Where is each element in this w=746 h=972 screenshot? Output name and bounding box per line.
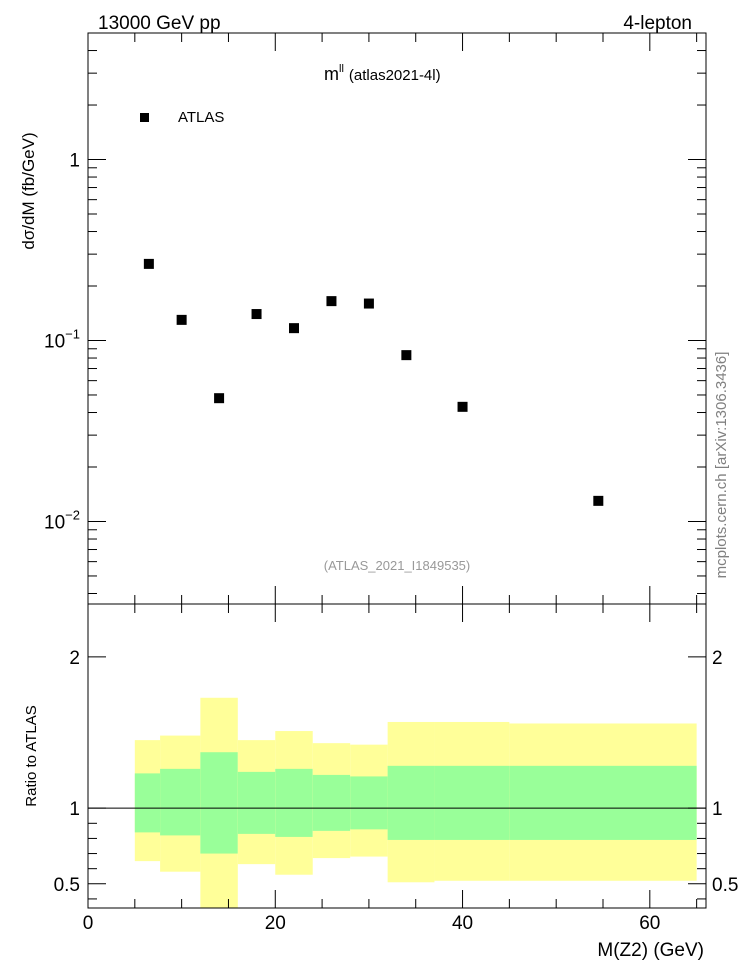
data-point xyxy=(143,258,154,269)
ratio-ticks xyxy=(87,604,706,908)
ratio-band-inner xyxy=(200,752,238,854)
main-y-tick-label: 10−1 xyxy=(44,326,80,352)
header-right: 4-lepton xyxy=(623,13,692,34)
ratio-y-tick-label-left: 2 xyxy=(69,648,80,669)
analysis-id: (ATLAS_2021_I1849535) xyxy=(324,558,470,573)
main-panel: 110−110−2 dσ/dM (fb/GeV) mll (atlas2021-4… xyxy=(19,32,707,605)
x-tick-label: 0 xyxy=(83,913,94,934)
main-marks xyxy=(143,258,604,506)
legend-label: ATLAS xyxy=(178,109,224,126)
legend-marker xyxy=(140,113,149,122)
ratio-y-tick-label-right: 0.5 xyxy=(712,875,738,896)
main-y-tick-labels: 110−110−2 xyxy=(44,151,80,534)
main-y-tick-label-exponent: −1 xyxy=(65,326,80,341)
main-y-axis-label: dσ/dM (fb/GeV) xyxy=(19,132,38,249)
ratio-bands xyxy=(134,697,697,908)
ratio-band-inner xyxy=(387,765,435,840)
header-left: 13000 GeV pp xyxy=(98,13,221,34)
x-tick-label: 40 xyxy=(452,913,473,934)
ratio-y-tick-label-left: 1 xyxy=(69,799,80,820)
ratio-band-inner xyxy=(275,768,313,837)
data-point xyxy=(289,323,299,334)
ratio-band-inner xyxy=(509,765,697,840)
main-y-tick-label-base: 1 xyxy=(69,151,80,172)
ratio-y-tick-label-left: 0.5 xyxy=(54,875,80,896)
main-ticks xyxy=(87,32,706,604)
data-point xyxy=(401,350,412,361)
ratio-frame xyxy=(87,603,707,909)
main-y-tick-label: 1 xyxy=(69,151,80,172)
ratio-band-inner xyxy=(160,768,201,836)
ratio-panel: 0.5 0.5 1 1 2 2 0 20 40 60 Ratio to ATLAS M(Z2) … xyxy=(23,603,739,961)
plot-title-main: m xyxy=(324,64,339,84)
ratio-band-inner xyxy=(237,771,276,834)
data-point xyxy=(251,309,262,320)
data-point xyxy=(363,298,374,309)
ratio-y-tick-label-right: 2 xyxy=(712,648,723,669)
x-tick-labels: 0 20 40 60 xyxy=(83,913,661,934)
main-y-tick-label-exponent: −2 xyxy=(65,507,80,522)
data-point xyxy=(214,393,225,404)
ratio-y-tick-label-right: 1 xyxy=(712,799,723,820)
ratio-band-inner xyxy=(350,776,388,830)
main-y-tick-label-base: 10 xyxy=(44,512,65,533)
x-tick-label: 20 xyxy=(265,913,286,934)
ratio-band-inner xyxy=(434,765,510,840)
plot-title-superscript: ll xyxy=(339,63,344,75)
plot-title-rest: (atlas2021-4l) xyxy=(349,67,441,84)
data-point xyxy=(326,296,337,307)
data-point xyxy=(593,495,604,506)
main-y-tick-label: 10−2 xyxy=(44,507,80,533)
ratio-y-axis-label: Ratio to ATLAS xyxy=(23,705,40,806)
data-point xyxy=(457,401,468,412)
ratio-band-inner xyxy=(134,773,161,833)
data-point xyxy=(176,314,187,325)
x-axis-label: M(Z2) (GeV) xyxy=(597,940,704,961)
ratio-y-tick-labels: 0.5 0.5 1 1 2 2 xyxy=(54,648,739,896)
plot-title: mll (atlas2021-4l) xyxy=(324,63,441,84)
main-y-tick-label-base: 10 xyxy=(44,331,65,352)
side-credit: mcplots.cern.ch [arXiv:1306.3436] xyxy=(713,352,730,579)
ratio-band-inner xyxy=(312,774,351,831)
x-tick-label: 60 xyxy=(639,913,660,934)
